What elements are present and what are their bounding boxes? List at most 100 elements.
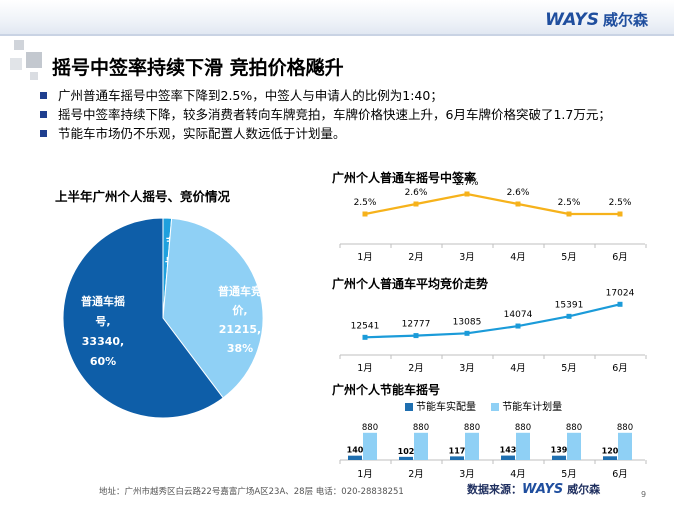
bar-planned	[363, 432, 377, 460]
data-point	[464, 191, 470, 197]
source-prefix: 数据来源：	[467, 483, 522, 496]
bar-actual	[603, 456, 617, 460]
bar-actual	[552, 455, 566, 460]
x-tick-label: 4月	[510, 252, 526, 263]
bar-actual	[501, 455, 515, 460]
bar-actual	[399, 456, 413, 460]
x-tick-label: 6月	[612, 469, 628, 480]
data-source: 数据来源：WAYS 威尔森	[467, 481, 600, 497]
pie-data-label: 60%	[90, 355, 116, 368]
x-tick-label: 5月	[561, 469, 577, 480]
price-chart-title: 广州个人普通车平均竞价走势	[332, 277, 489, 291]
series-line	[364, 303, 621, 339]
x-tick-label: 3月	[459, 252, 475, 263]
pie-slice	[62, 217, 224, 419]
x-tick-label: 1月	[357, 363, 373, 374]
data-point	[464, 330, 470, 336]
data-label: 2.7%	[456, 178, 479, 188]
source-logo-en: WAYS	[522, 482, 564, 497]
logo-en: WAYS	[545, 10, 599, 30]
price-line-chart: 12541 12777 13085 14074 15391 17024 1月 2月 3月 4月 5月…	[339, 288, 647, 374]
bar-data-label: 880	[362, 423, 378, 433]
energy-legend: 节能车实配量 节能车计划量	[405, 398, 574, 413]
legend-item: 节能车计划量	[491, 398, 562, 413]
decor-square	[14, 40, 24, 50]
bullet-text: 节能车市场仍不乐观，实际配置人数远低于计划量。	[58, 126, 346, 141]
x-tick-label: 5月	[561, 252, 577, 263]
data-point	[566, 313, 572, 319]
rate-line-chart: 2.5% 2.6% 2.7% 2.6% 2.5% 2.5% 1月 2月 3月 4月 5月 6月	[339, 178, 647, 263]
pie-chart-title: 上半年广州个人摇号、竞价情况	[55, 189, 231, 204]
data-point	[362, 211, 368, 217]
data-label: 2.6%	[405, 188, 428, 198]
source-logo-cn: 威尔森	[567, 483, 601, 496]
pie-data-label: 价,	[232, 304, 247, 317]
pie-data-label: 38%	[227, 342, 253, 355]
data-label: 12777	[402, 320, 431, 330]
bar-planned	[567, 432, 581, 460]
data-label: 14074	[504, 310, 533, 320]
legend-item: 节能车实配量	[405, 398, 476, 413]
x-tick-label: 1月	[357, 252, 373, 263]
legend-swatch	[491, 403, 500, 411]
pie-data-label: 普通车竞	[218, 284, 262, 298]
bullet-item: 广州普通车摇号中签率下降到2.5%，中签人与申请人的比例为1:40；	[38, 87, 658, 104]
pie-data-label: 21215,	[219, 323, 261, 336]
pie-data-label: 33340,	[82, 335, 124, 348]
bullet-text: 摇号中签率持续下降，较多消费者转向车牌竞拍，车牌价格快速上升，6月车牌价格突破了…	[58, 107, 611, 122]
bar-data-label: 880	[413, 423, 429, 433]
bar-data-label: 102	[398, 447, 415, 456]
data-label: 2.6%	[507, 188, 530, 198]
rate-chart-title: 广州个人普通车摇号中签率	[332, 171, 477, 185]
pie-data-label: 号,	[95, 315, 110, 328]
data-label: 15391	[555, 300, 584, 310]
data-label: 2.5%	[558, 198, 581, 208]
bar-data-label: 880	[617, 423, 633, 433]
data-label: 17024	[606, 288, 635, 298]
pie-slice	[162, 217, 264, 399]
top-banner	[0, 0, 674, 36]
x-tick-label: 4月	[510, 363, 526, 374]
x-tick-label: 2月	[408, 469, 424, 480]
bullet-list: 广州普通车摇号中签率下降到2.5%，中签人与申请人的比例为1:40； 摇号中签率…	[38, 87, 658, 144]
data-label: 2.5%	[609, 198, 632, 208]
footer-address: 地址：广州市越秀区白云路22号嘉富广场A区23A、28层 电话：020-2883…	[99, 487, 404, 497]
bullet-item: 节能车市场仍不乐观，实际配置人数远低于计划量。	[38, 125, 658, 142]
decor-square	[26, 52, 42, 68]
logo-cn: 威尔森	[602, 11, 648, 29]
x-tick-label: 6月	[612, 252, 628, 263]
legend-label: 节能车计划量	[502, 402, 563, 413]
legend-swatch	[405, 403, 413, 411]
top-rule	[0, 34, 674, 36]
bar-data-label: 117	[449, 446, 466, 455]
pie-chart: 节能车摇号, 761,2%普通车竞价,21215,38%普通车摇号,33340,…	[62, 217, 264, 419]
x-tick-label: 3月	[459, 469, 475, 480]
bar-data-label: 880	[464, 423, 480, 433]
bar-planned	[618, 432, 632, 460]
bar-planned	[516, 432, 530, 460]
bullet-text: 广州普通车摇号中签率下降到2.5%，中签人与申请人的比例为1:40；	[58, 88, 443, 103]
data-point	[413, 201, 419, 207]
data-point	[515, 323, 521, 329]
x-tick-label: 4月	[510, 469, 526, 480]
bar-actual	[450, 456, 464, 460]
bar-planned	[465, 432, 479, 460]
bar-data-label: 139	[551, 446, 568, 455]
x-tick-label: 5月	[561, 363, 577, 374]
pie-data-label: 普通车摇	[81, 294, 125, 308]
bar-data-label: 880	[515, 423, 531, 433]
bar-data-label: 140	[347, 446, 364, 455]
data-label: 13085	[453, 317, 482, 327]
data-label: 2.5%	[354, 198, 377, 208]
series-line	[364, 192, 620, 216]
legend-label: 节能车实配量	[416, 402, 476, 413]
data-point	[566, 211, 572, 217]
x-tick-label: 2月	[408, 252, 424, 263]
x-tick-label: 3月	[459, 363, 475, 374]
x-tick-label: 6月	[612, 363, 628, 374]
x-tick-label: 1月	[357, 469, 373, 480]
bar-data-label: 143	[500, 446, 517, 455]
data-point	[413, 333, 419, 339]
x-tick-label: 2月	[408, 363, 424, 374]
